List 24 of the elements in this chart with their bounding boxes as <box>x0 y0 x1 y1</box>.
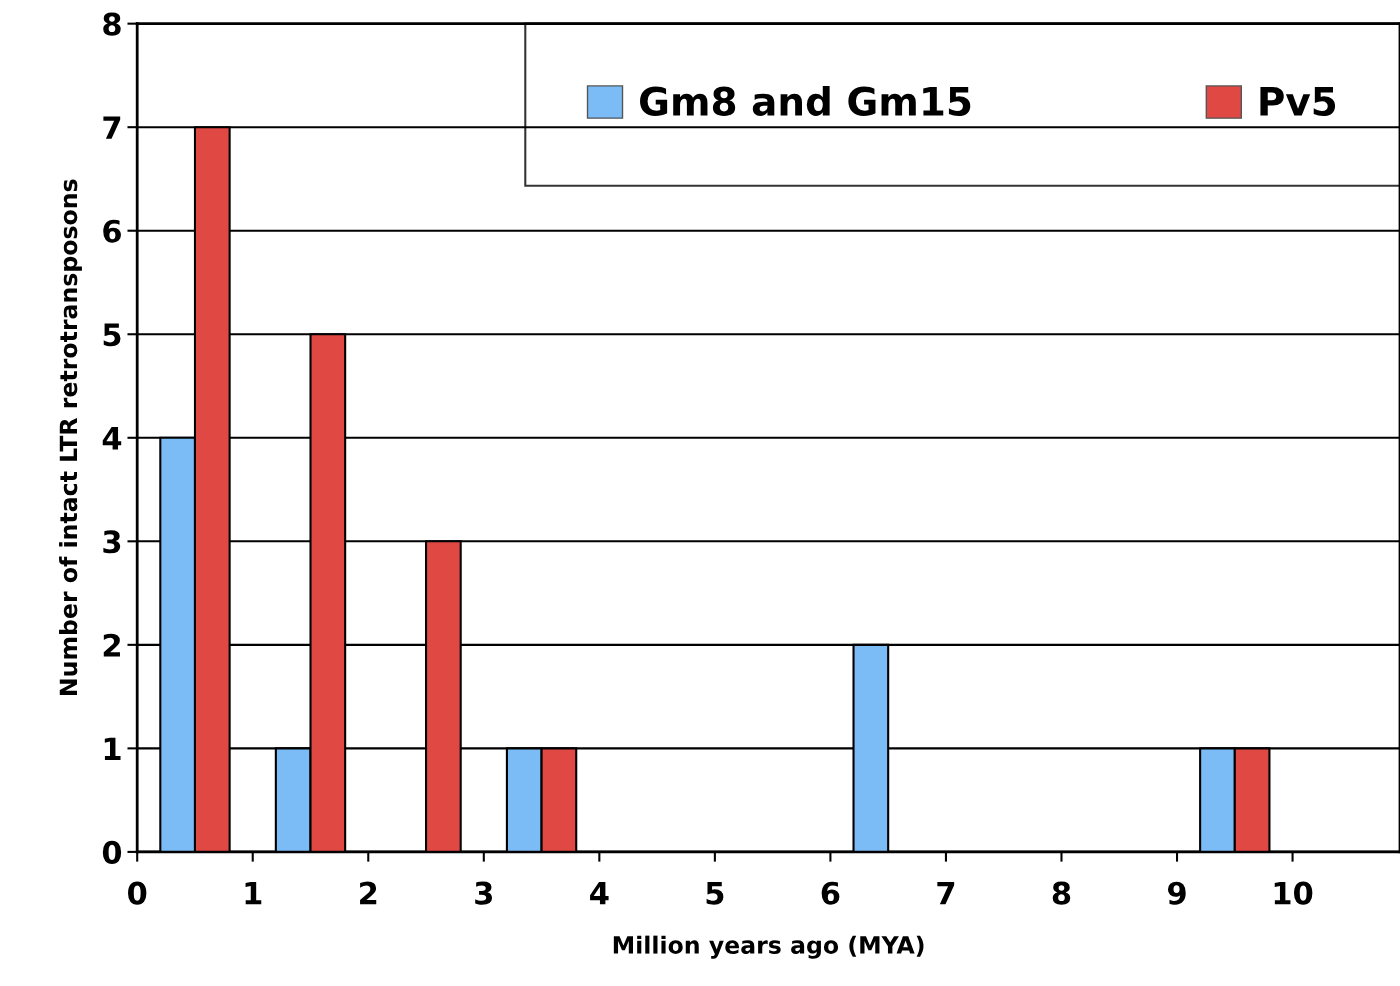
y-tick-label: 2 <box>103 633 120 657</box>
x-tick-label: 7 <box>937 882 955 905</box>
x-tick-label: 5 <box>706 882 724 905</box>
x-tick-label: 3 <box>475 881 493 905</box>
x-tick-label: 2 <box>360 881 377 905</box>
y-tick-label: 6 <box>103 219 121 243</box>
x-tick-label: 10 <box>1274 881 1313 905</box>
x-tick-label: 0 <box>128 881 147 905</box>
x-tick-label: 8 <box>1052 881 1071 905</box>
y-tick-label: 4 <box>102 427 122 450</box>
y-axis-title: Number of intact LTR retrotransposons <box>59 179 82 695</box>
x-tick-label: 9 <box>1167 881 1186 905</box>
x-tick-label: 4 <box>590 882 609 905</box>
x-tick-label: 6 <box>821 881 840 905</box>
x-tick-label: 1 <box>245 882 262 905</box>
y-tick-label: 8 <box>103 12 121 36</box>
y-tick-label: 1 <box>104 737 121 760</box>
y-tick-label: 5 <box>103 323 121 347</box>
legend-label: Gm8 and Gm15 <box>640 85 971 116</box>
y-tick-label: 7 <box>103 116 121 139</box>
y-tick-label: 0 <box>102 840 122 864</box>
x-axis-title: Million years ago (MYA) <box>613 935 924 959</box>
legend-label: Pv5 <box>1260 87 1336 116</box>
y-tick-label: 3 <box>103 530 121 554</box>
